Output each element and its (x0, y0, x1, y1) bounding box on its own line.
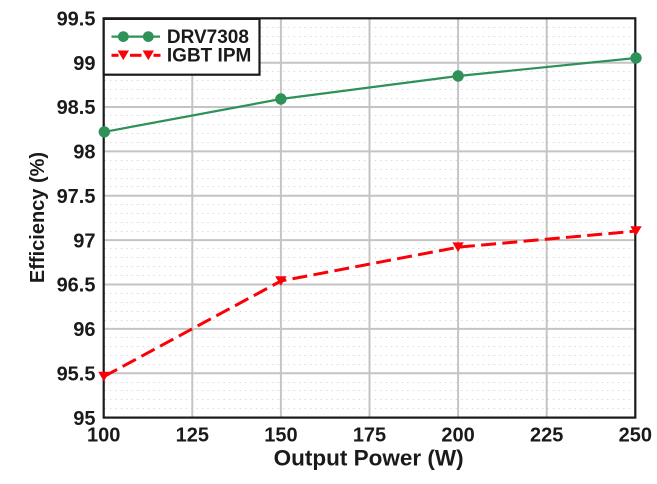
svg-text:Output Power (W): Output Power (W) (274, 446, 464, 471)
svg-text:225: 225 (530, 425, 563, 447)
svg-text:IGBT IPM: IGBT IPM (167, 46, 251, 67)
svg-text:125: 125 (176, 425, 209, 447)
svg-text:98.5: 98.5 (57, 97, 96, 119)
svg-text:95.5: 95.5 (57, 363, 96, 385)
svg-text:97: 97 (73, 230, 95, 252)
svg-text:96: 96 (73, 319, 95, 341)
svg-text:95: 95 (73, 408, 95, 430)
svg-text:175: 175 (353, 425, 386, 447)
svg-text:DRV7308: DRV7308 (167, 27, 249, 48)
svg-text:250: 250 (619, 425, 652, 447)
svg-text:200: 200 (441, 425, 474, 447)
svg-text:Efficiency (%): Efficiency (%) (27, 152, 49, 283)
svg-text:150: 150 (264, 425, 297, 447)
svg-text:100: 100 (87, 425, 120, 447)
svg-text:97.5: 97.5 (57, 186, 96, 208)
svg-text:99.5: 99.5 (57, 9, 96, 31)
svg-text:98: 98 (73, 142, 95, 164)
svg-text:96.5: 96.5 (57, 275, 96, 297)
svg-text:99: 99 (73, 53, 95, 75)
